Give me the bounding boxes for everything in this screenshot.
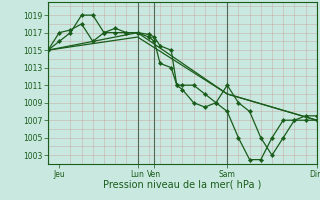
- X-axis label: Pression niveau de la mer( hPa ): Pression niveau de la mer( hPa ): [103, 180, 261, 190]
